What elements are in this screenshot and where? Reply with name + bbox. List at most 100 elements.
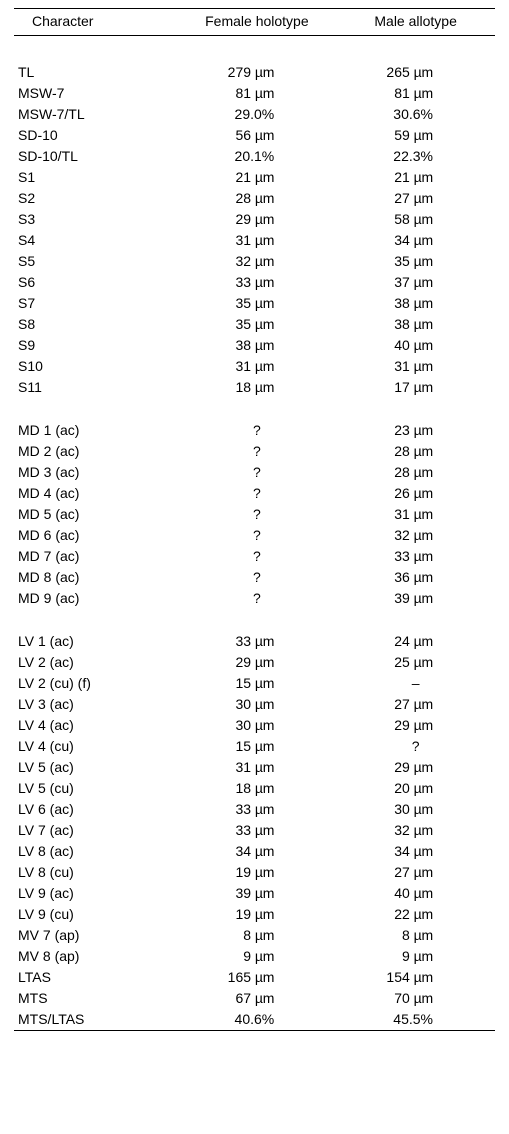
table-row: S938 µm40 µm xyxy=(14,335,495,356)
table-row: S329 µm58 µm xyxy=(14,209,495,230)
table-row: MTS67 µm70 µm xyxy=(14,988,495,1009)
table-row: MD 5 (ac)?31 µm xyxy=(14,504,495,525)
table-row: MV 8 (ap)9 µm9 µm xyxy=(14,946,495,967)
value-cell: 8 µm xyxy=(336,925,495,946)
character-cell: LV 3 (ac) xyxy=(14,694,178,715)
character-cell: S5 xyxy=(14,251,178,272)
character-cell: MD 7 (ac) xyxy=(14,546,178,567)
value-cell: 24 µm xyxy=(336,631,495,652)
character-cell: LV 2 (cu) (f) xyxy=(14,673,178,694)
value-cell: 39 µm xyxy=(178,883,337,904)
character-cell: LV 9 (ac) xyxy=(14,883,178,904)
character-cell: LV 2 (ac) xyxy=(14,652,178,673)
value-cell: 19 µm xyxy=(178,904,337,925)
table-row: MV 7 (ap)8 µm8 µm xyxy=(14,925,495,946)
value-cell: 39 µm xyxy=(336,588,495,609)
value-cell: ? xyxy=(178,441,337,462)
table-row: LV 8 (cu)19 µm27 µm xyxy=(14,862,495,883)
value-cell: 31 µm xyxy=(336,356,495,377)
value-cell: 34 µm xyxy=(336,841,495,862)
character-cell: MD 9 (ac) xyxy=(14,588,178,609)
table-row: LV 4 (cu)15 µm? xyxy=(14,736,495,757)
spacer-row xyxy=(14,398,495,420)
value-cell: 15 µm xyxy=(178,673,337,694)
table-row: LV 2 (ac)29 µm25 µm xyxy=(14,652,495,673)
table-row: LV 6 (ac)33 µm30 µm xyxy=(14,799,495,820)
value-cell: 34 µm xyxy=(336,230,495,251)
value-cell: 31 µm xyxy=(336,504,495,525)
value-cell: 26 µm xyxy=(336,483,495,504)
value-cell: – xyxy=(336,673,495,694)
value-cell: 31 µm xyxy=(178,230,337,251)
character-cell: S9 xyxy=(14,335,178,356)
table-row: S121 µm21 µm xyxy=(14,167,495,188)
value-cell: 28 µm xyxy=(336,462,495,483)
value-cell: ? xyxy=(178,420,337,441)
character-cell: MV 8 (ap) xyxy=(14,946,178,967)
character-cell: S3 xyxy=(14,209,178,230)
character-cell: MD 4 (ac) xyxy=(14,483,178,504)
value-cell: 29.0% xyxy=(178,104,337,125)
character-cell: LV 7 (ac) xyxy=(14,820,178,841)
value-cell: 30 µm xyxy=(336,799,495,820)
table-row: MD 4 (ac)?26 µm xyxy=(14,483,495,504)
value-cell: 9 µm xyxy=(336,946,495,967)
value-cell: 29 µm xyxy=(336,715,495,736)
value-cell: 25 µm xyxy=(336,652,495,673)
table-row: S532 µm35 µm xyxy=(14,251,495,272)
value-cell: 15 µm xyxy=(178,736,337,757)
value-cell: ? xyxy=(178,525,337,546)
character-cell: MD 6 (ac) xyxy=(14,525,178,546)
table-row: S835 µm38 µm xyxy=(14,314,495,335)
value-cell: 20 µm xyxy=(336,778,495,799)
character-cell: S1 xyxy=(14,167,178,188)
header-male: Male allotype xyxy=(336,9,495,36)
character-cell: S10 xyxy=(14,356,178,377)
value-cell: 19 µm xyxy=(178,862,337,883)
value-cell: 30.6% xyxy=(336,104,495,125)
value-cell: 36 µm xyxy=(336,567,495,588)
character-cell: MD 5 (ac) xyxy=(14,504,178,525)
value-cell: ? xyxy=(178,462,337,483)
value-cell: 33 µm xyxy=(178,631,337,652)
value-cell: 27 µm xyxy=(336,694,495,715)
table-row: LV 4 (ac)30 µm29 µm xyxy=(14,715,495,736)
table-row: MD 6 (ac)?32 µm xyxy=(14,525,495,546)
value-cell: 27 µm xyxy=(336,188,495,209)
value-cell: ? xyxy=(178,567,337,588)
table-row: LV 9 (cu)19 µm22 µm xyxy=(14,904,495,925)
value-cell: ? xyxy=(178,588,337,609)
table-row: MD 1 (ac)?23 µm xyxy=(14,420,495,441)
table-row: LV 8 (ac)34 µm34 µm xyxy=(14,841,495,862)
character-cell: MV 7 (ap) xyxy=(14,925,178,946)
value-cell: 30 µm xyxy=(178,694,337,715)
character-cell: MD 1 (ac) xyxy=(14,420,178,441)
table-row: TL279 µm265 µm xyxy=(14,62,495,83)
value-cell: 154 µm xyxy=(336,967,495,988)
value-cell: 9 µm xyxy=(178,946,337,967)
character-cell: S8 xyxy=(14,314,178,335)
value-cell: 35 µm xyxy=(178,293,337,314)
value-cell: 21 µm xyxy=(336,167,495,188)
spacer-row xyxy=(14,36,495,62)
character-cell: LV 4 (ac) xyxy=(14,715,178,736)
character-cell: S4 xyxy=(14,230,178,251)
table-row: S1118 µm17 µm xyxy=(14,377,495,398)
value-cell: 29 µm xyxy=(178,652,337,673)
table-row: LTAS165 µm154 µm xyxy=(14,967,495,988)
value-cell: 22.3% xyxy=(336,146,495,167)
header-character: Character xyxy=(14,9,178,36)
value-cell: 28 µm xyxy=(336,441,495,462)
value-cell: 30 µm xyxy=(178,715,337,736)
value-cell: 31 µm xyxy=(178,757,337,778)
character-cell: LTAS xyxy=(14,967,178,988)
character-cell: LV 5 (cu) xyxy=(14,778,178,799)
value-cell: 81 µm xyxy=(178,83,337,104)
table-row: LV 1 (ac)33 µm24 µm xyxy=(14,631,495,652)
character-cell: MTS/LTAS xyxy=(14,1009,178,1031)
value-cell: 40.6% xyxy=(178,1009,337,1031)
value-cell: 20.1% xyxy=(178,146,337,167)
value-cell: 29 µm xyxy=(336,757,495,778)
character-cell: MD 8 (ac) xyxy=(14,567,178,588)
value-cell: 33 µm xyxy=(178,272,337,293)
